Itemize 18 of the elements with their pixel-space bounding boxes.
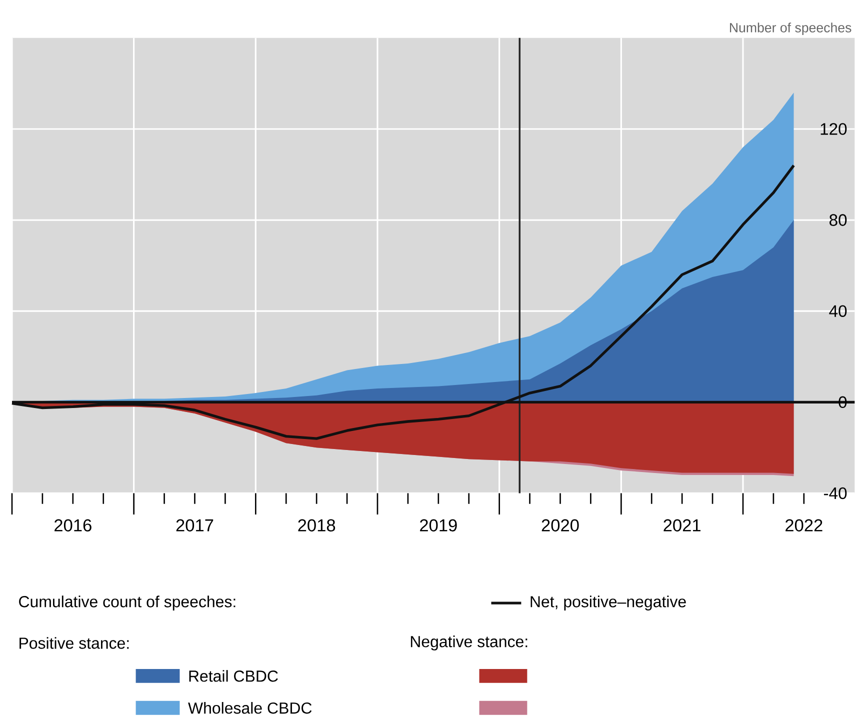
x-tick-label: 2022 <box>786 519 822 532</box>
x-tick-label: 2020 <box>542 519 579 532</box>
x-tick-label: 2021 <box>664 519 700 532</box>
x-tick-label: 2016 <box>54 519 92 532</box>
legend-label: Wholesale CBDC <box>188 702 312 714</box>
legend-label: Net, positive–negative <box>530 596 686 611</box>
x-tick-label: 2018 <box>298 519 336 532</box>
x-tick-label: 2017 <box>176 519 214 532</box>
y-tick-label: 40 <box>829 305 847 318</box>
y-tick-label: 80 <box>830 214 847 226</box>
legend-title: Cumulative count of speeches: <box>19 596 236 611</box>
text: Negative stance: <box>410 636 528 650</box>
y-axis-title: Number of speeches <box>730 22 852 36</box>
y-tick-label: -40 <box>824 487 847 500</box>
x-tick-label: 2019 <box>420 519 457 532</box>
y-tick-label: 120 <box>820 123 847 135</box>
text: Positive stance: <box>20 637 129 649</box>
legend-label: Retail CBDC <box>189 670 278 682</box>
